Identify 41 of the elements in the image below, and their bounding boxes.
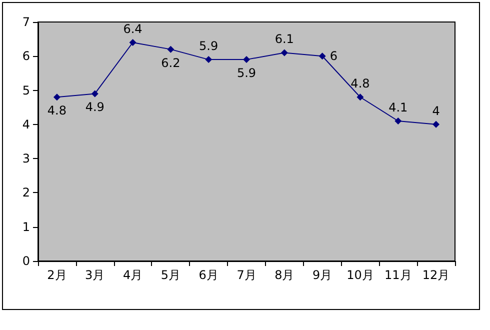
y-tick-label: 7 — [22, 15, 30, 29]
y-tick-label: 1 — [22, 220, 30, 234]
x-tick-label: 7月 — [236, 268, 256, 282]
x-tick-label: 6月 — [198, 268, 218, 282]
x-tick-label: 12月 — [422, 268, 450, 282]
point — [243, 56, 250, 64]
data-label: 5.9 — [236, 66, 256, 80]
data-label: 4 — [432, 104, 440, 118]
point — [167, 46, 174, 53]
data-label: 4.1 — [388, 100, 408, 115]
x-tick-label: 5月 — [160, 268, 180, 282]
data-label: 6.4 — [123, 22, 142, 36]
y-tick-label: 2 — [22, 186, 30, 200]
x-tick-label: 10月 — [346, 268, 374, 282]
y-tick-label: 4 — [22, 117, 30, 132]
point — [280, 49, 288, 56]
point — [91, 90, 98, 98]
point — [53, 94, 60, 101]
point — [318, 52, 326, 60]
data-label: 4.8 — [350, 76, 370, 91]
x-tick-label: 3月 — [85, 268, 105, 282]
x-tick-label: 9月 — [312, 268, 332, 282]
x-tick-label: 2月 — [47, 268, 67, 282]
x-tick-label: 8月 — [274, 268, 294, 282]
x-tick-label: 11月 — [384, 268, 412, 282]
data-label: 6.2 — [161, 56, 180, 70]
y-tick-label: 6 — [22, 49, 30, 64]
data-label: 5.9 — [199, 39, 218, 54]
data-label: 6 — [330, 49, 338, 64]
y-tick-label: 3 — [22, 152, 30, 166]
point — [205, 56, 212, 64]
point — [432, 120, 440, 128]
data-label: 6.1 — [274, 32, 294, 46]
point — [129, 38, 136, 46]
data-label: 4.9 — [85, 100, 104, 114]
x-tick-label: 4月 — [122, 268, 143, 282]
point — [394, 118, 402, 125]
y-tick-label: 5 — [22, 83, 30, 98]
data-label: 4.8 — [47, 104, 66, 118]
point — [356, 94, 364, 101]
y-tick-label: 0 — [22, 254, 30, 268]
